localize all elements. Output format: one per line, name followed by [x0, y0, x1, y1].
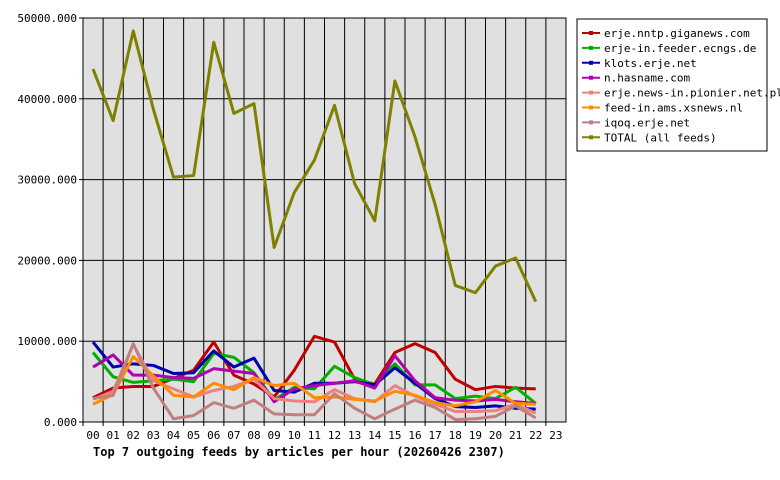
y-tick-label: 0.000: [44, 416, 77, 429]
series-line: [91, 351, 537, 405]
series-line: [92, 342, 537, 422]
legend-label: iqoq.erje.net: [604, 116, 690, 129]
x-tick-label: 03: [147, 429, 160, 442]
x-tick-label: 10: [288, 429, 301, 442]
grid: [83, 18, 566, 422]
legend-box: [576, 18, 768, 152]
legend-marker: [589, 45, 593, 50]
x-tick-label: 12: [328, 429, 341, 442]
x-tick-label: 15: [388, 429, 401, 442]
y-tick-label: 30000.000: [17, 174, 77, 187]
legend-marker: [589, 90, 593, 95]
y-tick-label: 20000.000: [17, 254, 77, 267]
series-line: [91, 29, 538, 303]
x-tick-label: 08: [247, 429, 260, 442]
y-tick-label: 50000.000: [17, 12, 77, 25]
x-tick-label: 00: [86, 429, 99, 442]
legend-label: feed-in.ams.xsnews.nl: [604, 102, 743, 115]
x-tick-label: 02: [127, 429, 140, 442]
legend-label: n.hasname.com: [604, 72, 690, 85]
legend-marker: [589, 75, 593, 80]
x-tick-label: 14: [368, 429, 382, 442]
y-axis-ticks: 0.000 10000.000 20000.000 30000.000 40000.00…: [17, 12, 83, 429]
legend-marker: [589, 31, 593, 35]
y-tick-label: 10000.000: [17, 335, 77, 348]
x-tick-label: 05: [187, 429, 200, 442]
x-tick-label: 21: [509, 429, 522, 442]
series-line: [92, 353, 536, 405]
legend-label: klots.erje.net: [604, 57, 697, 70]
series-lines: [91, 29, 538, 422]
legend-marker: [589, 60, 593, 65]
chart-title: Top 7 outgoing feeds by articles per hou…: [93, 445, 505, 459]
legend-marker: [589, 120, 593, 125]
series-line: [92, 355, 536, 408]
series-line: [92, 342, 537, 415]
x-tick-label: 06: [207, 429, 220, 442]
x-tick-label: 22: [529, 429, 542, 442]
legend-label: erje.news-in.pionier.net.pl: [604, 87, 780, 100]
x-tick-label: 16: [408, 429, 421, 442]
x-tick-label: 11: [308, 429, 321, 442]
x-tick-label: 04: [167, 429, 181, 442]
x-tick-label: 09: [268, 429, 281, 442]
x-tick-label: 23: [549, 429, 562, 442]
legend-label: erje-in.feeder.ecngs.de: [604, 42, 756, 55]
legend-label: erje.nntp.giganews.com: [604, 27, 750, 40]
x-tick-label: 18: [449, 429, 462, 442]
x-tick-label: 07: [227, 429, 240, 442]
y-tick-label: 40000.000: [17, 93, 77, 106]
legend-marker: [589, 135, 593, 140]
legend-marker: [589, 105, 593, 110]
legend-label: TOTAL (all feeds): [604, 131, 717, 144]
x-tick-label: 17: [429, 429, 442, 442]
x-tick-label: 13: [348, 429, 361, 442]
legend: erje.nntp.giganews.com erje-in.feeder.ecn…: [576, 18, 780, 152]
x-tick-label: 20: [489, 429, 502, 442]
x-tick-label: 01: [107, 429, 120, 442]
x-tick-label: 19: [469, 429, 482, 442]
x-axis-ticks: 00 01 02 03 04 05 06 07 08 09 10 11 12 13 14 15 16 17 18 19…: [82, 422, 563, 442]
series-line: [91, 341, 536, 411]
